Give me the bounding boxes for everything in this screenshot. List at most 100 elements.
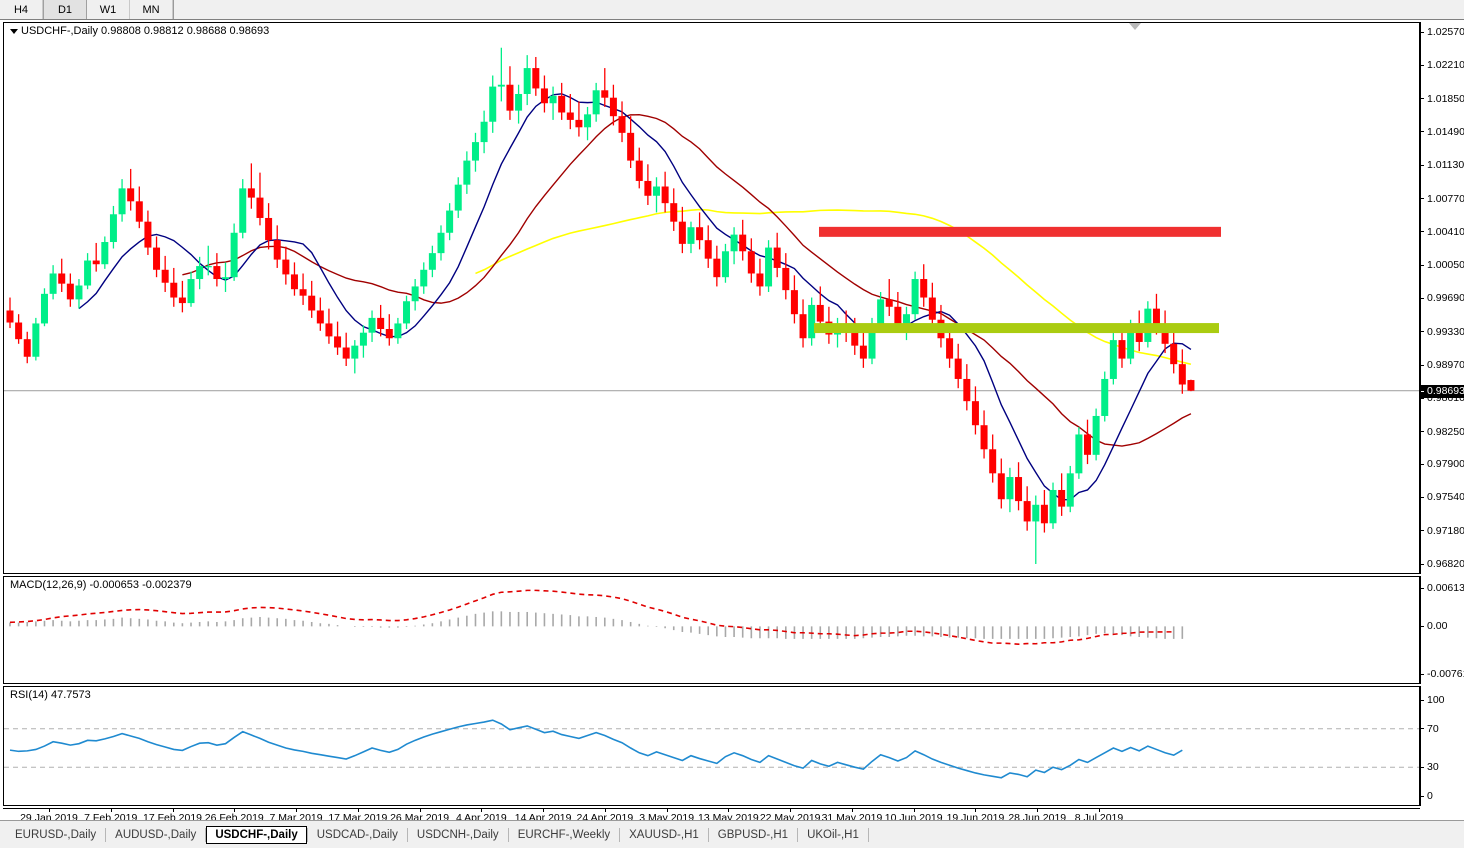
- timeframe-button-group: H4 D1 W1 MN: [0, 0, 174, 19]
- rsi-panel-label: RSI(14) 47.7573: [10, 689, 91, 701]
- price-panel-label: USDCHF-,Daily 0.98808 0.98812 0.98688 0.…: [10, 25, 269, 37]
- rsi-scale-section[interactable]: 100 70 30 0: [1420, 686, 1464, 806]
- price-tick: 1.00050: [1421, 259, 1464, 271]
- date-tick-mark: [790, 809, 792, 812]
- chart-tab-xauusdh1[interactable]: XAUUSD-,H1: [629, 828, 699, 841]
- date-tick-mark: [975, 809, 977, 812]
- date-tick-mark: [1099, 809, 1100, 812]
- macd-panel-label: MACD(12,26,9) -0.000653 -0.002379: [10, 579, 192, 591]
- macd-tick: 0.00613: [1421, 582, 1464, 594]
- chart-tab-bar[interactable]: EURUSD-,Daily AUDUSD-,Daily USDCHF-,Daily U…: [0, 820, 1464, 848]
- price-tick: 0.97180: [1421, 525, 1464, 537]
- price-tick-label: 0.96820: [1427, 558, 1464, 570]
- tab-separator: [507, 827, 509, 842]
- support-line: [814, 323, 1219, 334]
- resistance-line: [819, 226, 1221, 237]
- collapse-triangle-icon[interactable]: [10, 28, 18, 34]
- price-tick: 0.99690: [1421, 292, 1464, 304]
- chart-tab-audusddaily[interactable]: AUDUSD-,Daily: [115, 828, 197, 841]
- scroll-position-marker-icon[interactable]: [1129, 23, 1141, 30]
- candlestick-svg: [4, 47, 1419, 564]
- price-tick: 1.01130: [1421, 159, 1464, 171]
- price-scale-section[interactable]: 1.02570 1.02210 1.01850 1.01490 1.01130 1.007…: [1420, 22, 1464, 574]
- rsi-svg: [4, 719, 1419, 779]
- price-tick-label: 1.00770: [1427, 192, 1464, 205]
- tab-separator: [707, 827, 709, 842]
- date-tick-mark: [110, 809, 112, 812]
- price-tick: 0.98970: [1421, 359, 1464, 371]
- macd-tick-label: 0.00: [1427, 620, 1448, 633]
- date-tick-mark: [604, 809, 606, 812]
- timeframe-button-h4[interactable]: H4: [0, 0, 43, 19]
- tab-separator: [619, 827, 621, 842]
- chart-area: USDCHF-,Daily 0.98808 0.98812 0.98688 0.…: [0, 22, 1464, 824]
- timeframe-button-d1[interactable]: D1: [43, 0, 87, 19]
- tab-separator: [867, 827, 869, 842]
- price-tick: 0.98250: [1421, 426, 1464, 438]
- price-plot: [4, 23, 1419, 573]
- price-tick-label: 0.97900: [1427, 458, 1464, 471]
- date-tick-mark: [234, 809, 236, 812]
- macd-signal-line: [9, 589, 1174, 646]
- price-tick-label: 0.97540: [1427, 491, 1464, 504]
- price-panel-label-text: USDCHF-,Daily 0.98808 0.98812 0.98688 0.…: [21, 25, 270, 37]
- date-tick-mark: [543, 809, 545, 812]
- date-tick-mark: [296, 809, 298, 812]
- date-tick-mark: [1037, 809, 1039, 812]
- price-tick-label: 0.99330: [1427, 325, 1464, 338]
- rsi-tick: 0: [1421, 790, 1433, 802]
- date-tick-mark: [357, 809, 359, 812]
- price-tick: 0.99330: [1421, 326, 1464, 338]
- current-price-label: 0.98693: [1421, 384, 1464, 398]
- chart-tab-ukoilh1[interactable]: UKOil-,H1: [807, 828, 859, 841]
- price-tick: 0.97540: [1421, 491, 1464, 503]
- rsi-tick-label: 70: [1427, 722, 1439, 735]
- price-panel[interactable]: USDCHF-,Daily 0.98808 0.98812 0.98688 0.…: [3, 22, 1420, 574]
- top-toolbar: H4 D1 W1 MN: [0, 0, 1464, 20]
- price-tick-label: 1.00410: [1427, 225, 1464, 238]
- date-tick-mark: [481, 809, 483, 812]
- chart-tab-eurchfweekly[interactable]: EURCHF-,Weekly: [517, 828, 611, 841]
- price-tick-label: 0.98970: [1427, 359, 1464, 372]
- price-tick: 1.02210: [1421, 59, 1464, 71]
- price-tick-label: 0.98250: [1427, 425, 1464, 438]
- price-tick: 1.00770: [1421, 193, 1464, 205]
- macd-tick-label: -0.007612: [1427, 668, 1464, 680]
- rsi-panel[interactable]: RSI(14) 47.7573: [3, 686, 1420, 806]
- rsi-tick-label: 100: [1427, 694, 1445, 706]
- price-tick: 1.02570: [1421, 26, 1464, 38]
- ma-slow-line: [475, 208, 1192, 366]
- date-tick-mark: [49, 809, 50, 812]
- chart-tab-gbpusdh1[interactable]: GBPUSD-,H1: [717, 828, 789, 841]
- timeframe-button-mn[interactable]: MN: [130, 0, 173, 19]
- date-tick-mark: [172, 809, 174, 812]
- current-price-value: 0.98693: [1427, 385, 1464, 398]
- tab-separator: [406, 827, 408, 842]
- macd-scale-section[interactable]: 0.00613 0.00 -0.007612: [1420, 576, 1464, 684]
- timeframe-button-w1[interactable]: W1: [87, 0, 130, 19]
- rsi-line: [9, 719, 1183, 779]
- chart-tab-usdchfdaily[interactable]: USDCHF-,Daily: [206, 825, 307, 844]
- right-price-scale[interactable]: 1.02570 1.02210 1.01850 1.01490 1.01130 1.007…: [1420, 22, 1464, 816]
- price-tick-label: 1.01850: [1427, 92, 1464, 105]
- rsi-tick-label: 30: [1427, 761, 1439, 774]
- price-tick-label: 1.02210: [1427, 59, 1464, 72]
- date-tick-mark: [419, 809, 421, 812]
- chart-tab-usdcaddaily[interactable]: USDCAD-,Daily: [316, 828, 398, 841]
- macd-plot: [4, 577, 1419, 683]
- date-tick-mark: [913, 809, 915, 812]
- price-tick-label: 1.01130: [1427, 159, 1464, 172]
- date-tick-mark: [728, 809, 730, 812]
- macd-panel[interactable]: MACD(12,26,9) -0.000653 -0.002379: [3, 576, 1420, 684]
- rsi-tick: 70: [1421, 723, 1439, 735]
- rsi-tick: 30: [1421, 761, 1439, 773]
- price-tick-label: 0.99690: [1427, 292, 1464, 305]
- price-tick: 1.00410: [1421, 226, 1464, 238]
- price-tick: 1.01850: [1421, 93, 1464, 105]
- chart-tab-eurusddaily[interactable]: EURUSD-,Daily: [15, 828, 97, 841]
- chart-tab-usdcnhdaily[interactable]: USDCNH-,Daily: [416, 828, 499, 841]
- price-tick: 0.96820: [1421, 558, 1464, 570]
- price-tick-label: 1.00050: [1427, 259, 1464, 272]
- rsi-plot: [4, 687, 1419, 805]
- macd-histogram: [9, 611, 1184, 639]
